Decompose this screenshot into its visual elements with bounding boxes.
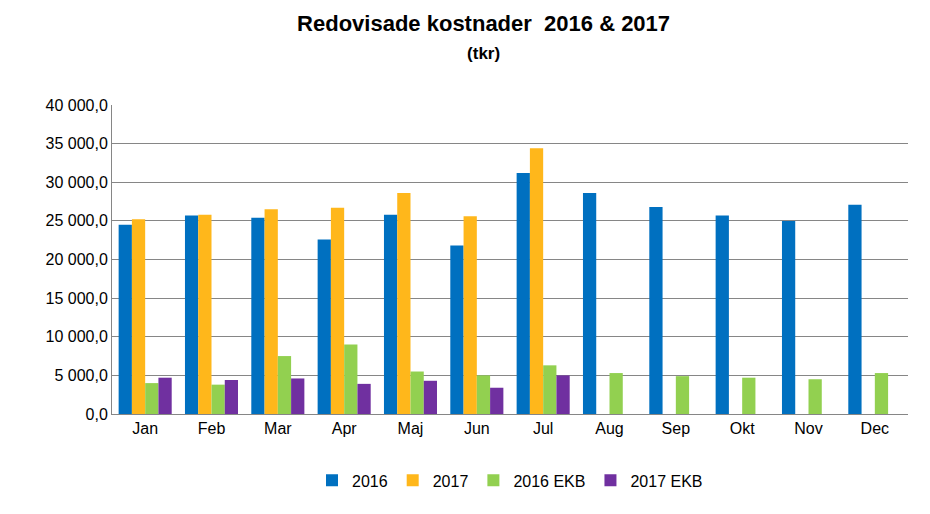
svg-text:Nov: Nov (794, 420, 822, 437)
svg-text:Jul: Jul (533, 420, 553, 437)
svg-text:Dec: Dec (861, 420, 889, 437)
svg-text:20 000,0: 20 000,0 (46, 251, 108, 268)
svg-text:Redovisade kostnader 2016 & 2: Redovisade kostnader 2016 & 2017(tkr) (297, 11, 670, 64)
svg-text:25 000,0: 25 000,0 (46, 212, 108, 229)
svg-text:0,0: 0,0 (86, 406, 108, 423)
svg-text:40 000,0: 40 000,0 (46, 97, 108, 114)
svg-text:Jan: Jan (132, 420, 158, 437)
svg-text:10 000,0: 10 000,0 (46, 328, 108, 345)
svg-text:Maj: Maj (398, 420, 424, 437)
svg-text:5 000,0: 5 000,0 (54, 367, 107, 384)
svg-text:Feb: Feb (198, 420, 226, 437)
svg-text:2017 EKB: 2017 EKB (630, 473, 702, 490)
svg-text:35 000,0: 35 000,0 (46, 135, 108, 152)
svg-text:2016 EKB: 2016 EKB (513, 473, 585, 490)
svg-text:15 000,0: 15 000,0 (46, 290, 108, 307)
svg-text:Jun: Jun (464, 420, 490, 437)
svg-text:2016: 2016 (352, 473, 388, 490)
svg-text:Mar: Mar (264, 420, 292, 437)
svg-text:2017: 2017 (433, 473, 469, 490)
svg-text:Okt: Okt (730, 420, 755, 437)
svg-text:Apr: Apr (332, 420, 358, 437)
svg-text:30 000,0: 30 000,0 (46, 174, 108, 191)
svg-text:Aug: Aug (595, 420, 623, 437)
svg-text:Sep: Sep (662, 420, 691, 437)
